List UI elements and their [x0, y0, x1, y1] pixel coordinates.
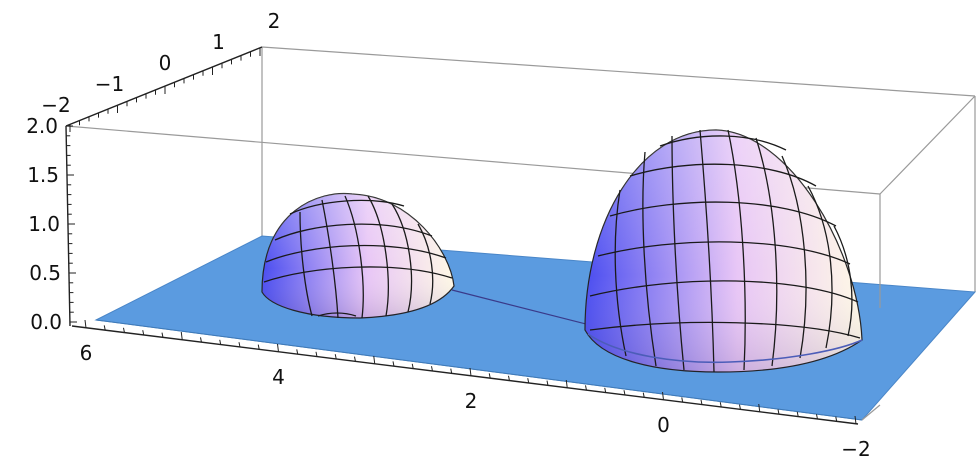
y-tick-label: −1 [95, 72, 124, 96]
bump-large-shade [585, 130, 862, 372]
y-tick-label: −2 [41, 93, 70, 117]
bump-small [261, 192, 455, 319]
box-edge [261, 46, 976, 97]
x-axis [71, 325, 859, 425]
x-tick-label: 2 [465, 389, 478, 413]
box-edge [879, 95, 976, 195]
x-axis-tick [431, 366, 433, 372]
x-axis-tick [354, 356, 356, 362]
x-axis-tick [777, 409, 780, 415]
bump-small-shade [262, 193, 454, 318]
x-axis-tick [527, 378, 530, 384]
bump-large-base-ring [587, 333, 863, 364]
x-axis-tick [277, 343, 279, 353]
bump-large-mesh [589, 129, 861, 373]
x-axis-tick [392, 361, 395, 367]
base-plane-edge [95, 319, 863, 421]
z-axis-line [65, 125, 71, 327]
box-edge [861, 404, 881, 421]
x-axis-tick [411, 363, 414, 369]
y-tick-label: 2 [268, 9, 281, 33]
z-axis [65, 125, 71, 327]
x-axis-tick [546, 380, 549, 386]
x-axis-tick [334, 354, 337, 360]
bump-large [584, 129, 863, 373]
x-axis-tick [816, 414, 818, 420]
axis-ticks [66, 48, 857, 425]
z-tick-label: 2.0 [26, 114, 58, 138]
x-axis-tick [296, 349, 299, 355]
x-tick-label: 6 [80, 341, 93, 365]
x-axis-tick [662, 391, 664, 401]
x-axis-tick [585, 385, 587, 391]
x-tick-label: 4 [272, 365, 285, 389]
x-axis-tick [758, 403, 761, 413]
x-axis-tick [142, 330, 145, 336]
x-tick-label: −2 [841, 437, 870, 461]
x-axis-tick [200, 337, 202, 343]
x-axis-tick [739, 404, 741, 410]
x-axis-tick [123, 327, 125, 333]
z-tick-label: 0.0 [30, 310, 62, 334]
x-axis-tick [238, 342, 241, 348]
x-axis-tick [565, 379, 568, 389]
x-axis-tick [642, 392, 645, 398]
x-tick-label: 0 [657, 413, 670, 437]
x-axis-tick [854, 415, 857, 425]
x-axis-tick [469, 367, 472, 377]
x-axis-tick [488, 373, 491, 379]
x-axis-tick [719, 402, 722, 408]
x-axis-tick [373, 355, 376, 365]
bounding-box-front [861, 194, 881, 421]
x-axis-tick [257, 344, 260, 350]
x-axis-line [71, 325, 859, 425]
z-tick-label: 1.5 [27, 163, 59, 187]
x-axis-tick [450, 368, 453, 374]
x-axis-tick [700, 399, 703, 405]
x-axis-tick [681, 397, 684, 403]
z-tick-label: 0.5 [29, 261, 61, 285]
y-tick-label: 0 [159, 51, 172, 75]
x-axis-tick [84, 319, 87, 329]
z-tick-label: 1.0 [28, 212, 60, 236]
x-axis-tick [103, 325, 106, 331]
x-axis-tick [796, 411, 799, 417]
y-tick-label: 1 [212, 30, 225, 54]
x-axis-tick [161, 332, 164, 338]
x-axis-tick [508, 375, 510, 381]
bump-small-mesh [263, 195, 453, 319]
x-axis-tick [835, 416, 838, 422]
x-axis-tick [315, 351, 318, 357]
x-axis-tick [623, 390, 626, 396]
x-axis-tick [180, 331, 183, 341]
x-axis-tick [604, 387, 607, 393]
x-axis-tick [219, 339, 222, 345]
